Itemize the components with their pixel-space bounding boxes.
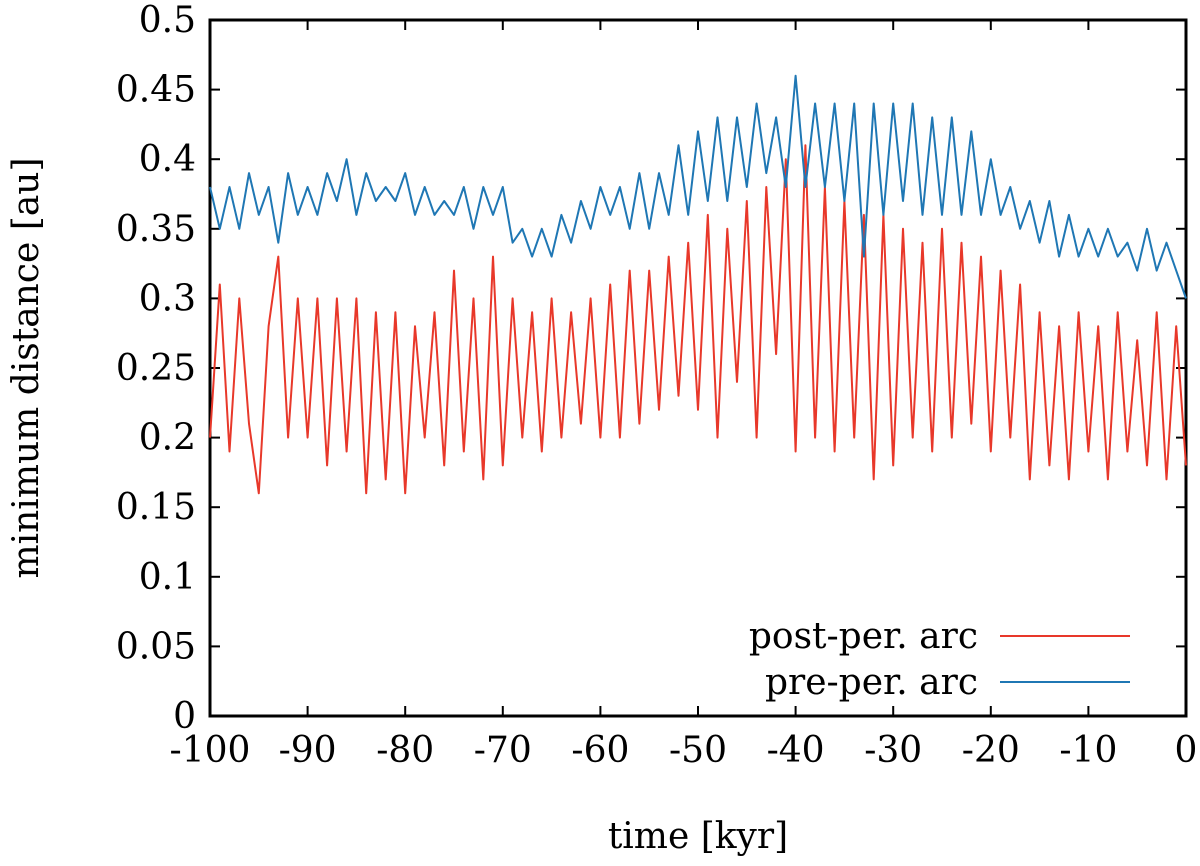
- series-line-post-per-arc: [209, 144, 1187, 495]
- x-tick-label: -30: [864, 730, 922, 771]
- x-tick-label: -50: [669, 730, 727, 771]
- y-tick-label: 0.5: [139, 0, 196, 41]
- y-tick-label: 0.35: [116, 209, 196, 250]
- x-tick-label: -100: [170, 730, 251, 771]
- y-tick-label: 0.3: [139, 278, 196, 319]
- plot-area-frame: [208, 18, 1188, 718]
- y-tick-label: 0: [173, 696, 196, 737]
- y-axis-ticks: 0 0.05 0.1 0.15 0.2 0.25 0.3 0.35 0.4 0.45 0.5: [116, 0, 1186, 737]
- x-tick-label: -80: [376, 730, 434, 771]
- series-lines: [209, 74, 1187, 495]
- y-tick-label: 0.1: [139, 557, 196, 598]
- legend-label-post-per-arc: post-per. arc: [749, 616, 978, 657]
- series-line-pre-per-arc: [209, 74, 1187, 299]
- x-tick-label: -70: [474, 730, 532, 771]
- x-tick-label: -40: [767, 730, 825, 771]
- y-tick-label: 0.25: [116, 348, 196, 389]
- legend-label-pre-per-arc: pre-per. arc: [765, 662, 978, 703]
- legend: post-per. arc pre-per. arc: [749, 616, 1130, 703]
- y-tick-label: 0.2: [139, 418, 196, 459]
- x-tick-label: -10: [1059, 730, 1117, 771]
- x-tick-label: -60: [571, 730, 629, 771]
- y-tick-label: 0.05: [116, 626, 196, 667]
- y-tick-label: 0.45: [116, 70, 196, 111]
- y-axis-title: minimum distance [au]: [6, 157, 47, 578]
- x-axis-title: time [kyr]: [608, 816, 788, 857]
- x-tick-label: -20: [962, 730, 1020, 771]
- y-tick-label: 0.4: [139, 139, 196, 180]
- x-tick-label: 0: [1175, 730, 1198, 771]
- y-tick-label: 0.15: [116, 487, 196, 528]
- x-tick-label: -90: [279, 730, 337, 771]
- x-axis-ticks: -100 -90 -80 -70 -60 -50 -40 -30 -20 -10 0: [170, 20, 1198, 771]
